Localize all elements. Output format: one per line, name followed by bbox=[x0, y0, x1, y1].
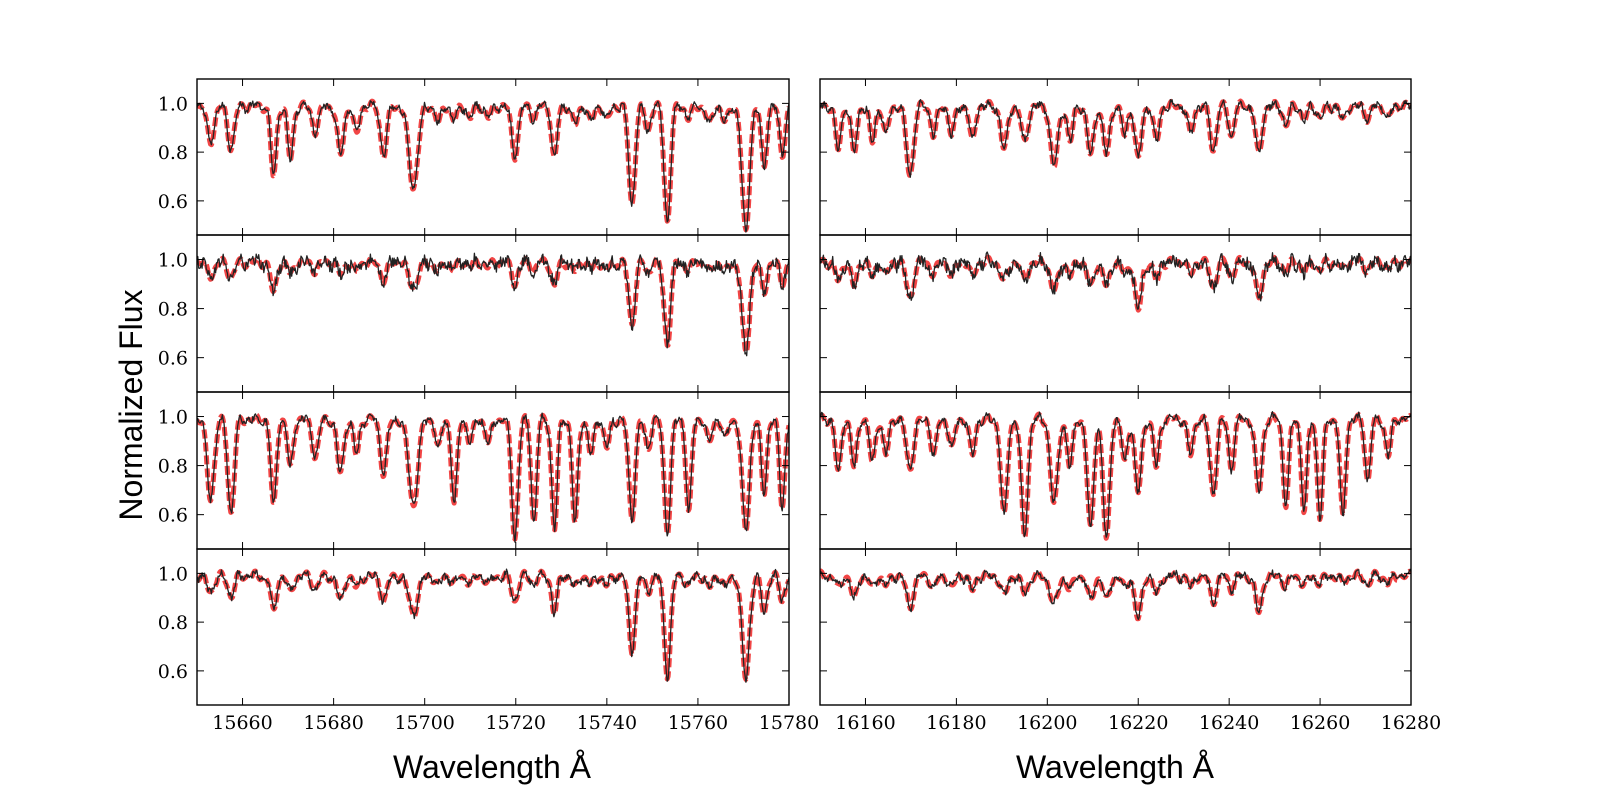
panel-c0-r3: 0.6 0.8 1.0 15660 15680 15700 15720 15740 15760 1… bbox=[158, 548, 819, 734]
panel-c0-r1: 0.6 0.8 1.0 bbox=[158, 234, 790, 393]
x-axis-label-right: Wavelength Å bbox=[1016, 749, 1215, 785]
x-tick-label: 15700 bbox=[394, 712, 454, 734]
y-tick-label: 1.0 bbox=[158, 93, 188, 115]
observed-spectrum-c1-r3 bbox=[820, 568, 1411, 621]
x-tick-label: 15760 bbox=[668, 712, 728, 734]
observed-spectrum-c1-r2 bbox=[820, 411, 1411, 538]
y-tick-label: 0.6 bbox=[158, 505, 188, 527]
y-tick-label: 0.8 bbox=[158, 612, 188, 634]
y-tick-label: 0.6 bbox=[158, 661, 188, 683]
y-tick-label: 0.8 bbox=[158, 456, 188, 478]
x-tick-label: 15780 bbox=[759, 712, 819, 734]
x-axis-label-left: Wavelength Å bbox=[393, 749, 592, 785]
panel-frame bbox=[196, 391, 790, 550]
x-tick-label: 16220 bbox=[1108, 712, 1168, 734]
x-tick-label: 16280 bbox=[1381, 712, 1441, 734]
y-tick-label: 0.8 bbox=[158, 142, 188, 164]
model-spectrum-c1-r1 bbox=[820, 254, 1411, 313]
model-spectrum-c0-r3 bbox=[197, 568, 789, 682]
x-tick-label: 16240 bbox=[1199, 712, 1259, 734]
model-spectrum-c0-r0 bbox=[197, 98, 789, 233]
observed-spectrum-c0-r1 bbox=[197, 252, 789, 357]
panels-layer: 0.6 0.8 1.0 0.6 0.8 1.0 0.6 0.8 1.0 0.6 0.8 1.0 1566… bbox=[158, 78, 1441, 734]
observed-spectrum-c0-r3 bbox=[197, 568, 789, 683]
panel-frame bbox=[819, 234, 1412, 393]
panel-frame bbox=[196, 548, 790, 706]
panel-c1-r0 bbox=[819, 78, 1412, 236]
panel-c1-r2 bbox=[819, 391, 1412, 550]
y-tick-label: 1.0 bbox=[158, 250, 188, 272]
panel-c1-r1 bbox=[819, 234, 1412, 393]
observed-spectrum-c1-r0 bbox=[820, 99, 1411, 178]
panel-c0-r2: 0.6 0.8 1.0 bbox=[158, 391, 790, 550]
observed-spectrum-c0-r0 bbox=[197, 100, 789, 233]
x-tick-label: 15680 bbox=[303, 712, 363, 734]
x-tick-label: 15660 bbox=[212, 712, 272, 734]
x-tick-label: 15720 bbox=[486, 712, 546, 734]
x-tick-label: 15740 bbox=[577, 712, 637, 734]
x-tick-label: 16160 bbox=[835, 712, 895, 734]
observed-spectrum-c1-r1 bbox=[820, 251, 1411, 310]
panel-frame bbox=[819, 548, 1412, 706]
observed-spectrum-c0-r2 bbox=[197, 412, 789, 543]
y-tick-label: 1.0 bbox=[158, 407, 188, 429]
panel-c0-r0: 0.6 0.8 1.0 bbox=[158, 78, 790, 236]
y-tick-label: 1.0 bbox=[158, 563, 188, 585]
model-spectrum-c0-r1 bbox=[197, 255, 789, 355]
x-tick-label: 16260 bbox=[1290, 712, 1350, 734]
x-tick-label: 16180 bbox=[926, 712, 986, 734]
panel-frame bbox=[196, 78, 790, 236]
y-tick-label: 0.8 bbox=[158, 299, 188, 321]
y-tick-label: 0.6 bbox=[158, 191, 188, 213]
x-tick-label: 16200 bbox=[1017, 712, 1077, 734]
y-tick-label: 0.6 bbox=[158, 348, 188, 370]
y-axis-label: Normalized Flux bbox=[113, 289, 149, 520]
panel-c1-r3: 16160 16180 16200 16220 16240 16260 16280 bbox=[819, 548, 1441, 734]
